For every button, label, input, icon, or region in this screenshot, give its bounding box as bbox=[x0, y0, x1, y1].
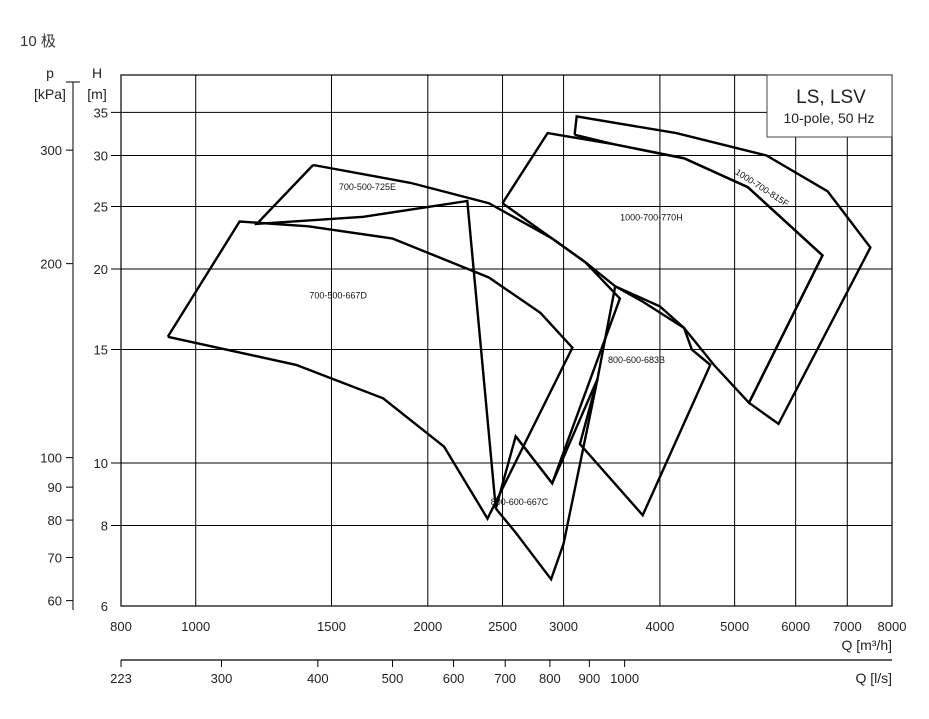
curve-label: 1000-700-815F bbox=[733, 167, 790, 209]
x-axis-label: Q [m³/h] bbox=[841, 637, 892, 653]
x-tick-label: 6000 bbox=[781, 619, 810, 634]
curve-outline bbox=[166, 220, 574, 522]
curve-800-600-667C: 800-600-667C bbox=[491, 378, 599, 582]
x-tick-label: 1500 bbox=[317, 619, 346, 634]
x-tick-label: 3000 bbox=[549, 619, 578, 634]
x-tick-label: 2000 bbox=[413, 619, 442, 634]
ls-tick-label: 700 bbox=[494, 671, 516, 686]
ls-tick-label: 400 bbox=[307, 671, 329, 686]
ls-tick-label: 300 bbox=[211, 671, 233, 686]
p-tick-label: 100 bbox=[40, 451, 62, 466]
p-axis-symbol: p bbox=[46, 65, 54, 81]
curve-outline bbox=[578, 285, 712, 518]
legend-subtitle: 10-pole, 50 Hz bbox=[783, 110, 874, 126]
curve-outline bbox=[494, 378, 599, 582]
y-tick-label: 6 bbox=[101, 599, 108, 614]
y-tick-label: 35 bbox=[94, 105, 108, 120]
y-axis-symbol: H bbox=[92, 65, 102, 81]
ls-tick-label: 500 bbox=[382, 671, 404, 686]
p-axis-unit: [kPa] bbox=[34, 86, 66, 102]
y-tick-label: 25 bbox=[94, 200, 108, 215]
curve-label: 1000-700-770H bbox=[620, 212, 683, 222]
ls-tick-label: 800 bbox=[539, 671, 561, 686]
curve-700-500-667D: 700-500-667D bbox=[166, 220, 574, 522]
curve-label: 700-500-725E bbox=[339, 182, 396, 192]
x-tick-label: 2500 bbox=[488, 619, 517, 634]
y-tick-label: 20 bbox=[94, 262, 108, 277]
curve-outline bbox=[573, 115, 872, 426]
plot-frame bbox=[120, 74, 893, 607]
x-tick-label: 7000 bbox=[833, 619, 862, 634]
axes: 800 1000 1500 2000 2500 3000 4000 5000 6000 7000 8… bbox=[34, 65, 906, 686]
x-tick-label: 4000 bbox=[645, 619, 674, 634]
ls-tick-label: 223 bbox=[110, 671, 132, 686]
curves: 700-500-725E 700-500-667D 800-600-667C 800-… bbox=[166, 115, 872, 582]
curve-700-500-725E: 700-500-725E bbox=[253, 163, 622, 509]
x-tick-label: 1000 bbox=[181, 619, 210, 634]
curve-800-600-683B: 800-600-683B bbox=[578, 285, 712, 518]
y-tick-label: 8 bbox=[101, 518, 108, 533]
x-tick-label: 800 bbox=[110, 619, 132, 634]
curve-label: 700-500-667D bbox=[309, 291, 367, 301]
p-tick-label: 90 bbox=[48, 480, 62, 495]
page-title: 10 极 bbox=[20, 33, 56, 50]
p-tick-label: 200 bbox=[40, 257, 62, 272]
grid bbox=[111, 74, 893, 607]
ls-tick-label: 600 bbox=[443, 671, 465, 686]
legend-box: LS, LSV 10-pole, 50 Hz bbox=[766, 74, 893, 138]
p-tick-label: 60 bbox=[48, 594, 62, 609]
x-tick-label: 8000 bbox=[878, 619, 907, 634]
ls-tick-label: 1000 bbox=[610, 671, 639, 686]
curve-label: 800-600-683B bbox=[608, 355, 665, 365]
legend-title: LS, LSV bbox=[796, 87, 866, 108]
ls-axis-label: Q [l/s] bbox=[855, 670, 892, 686]
p-tick-label: 80 bbox=[48, 513, 62, 528]
p-tick-label: 70 bbox=[48, 550, 62, 565]
curve-1000-700-815F: 1000-700-815F bbox=[573, 115, 872, 426]
p-tick-label: 300 bbox=[40, 143, 62, 158]
ls-tick-label: 900 bbox=[578, 671, 600, 686]
x-tick-label: 5000 bbox=[720, 619, 749, 634]
curve-outline bbox=[253, 163, 622, 509]
curve-label: 800-600-667C bbox=[491, 497, 549, 507]
y-tick-label: 30 bbox=[94, 149, 108, 164]
y-tick-label: 10 bbox=[94, 456, 108, 471]
y-axis-unit: [m] bbox=[87, 86, 106, 102]
y-tick-label: 15 bbox=[94, 343, 108, 358]
